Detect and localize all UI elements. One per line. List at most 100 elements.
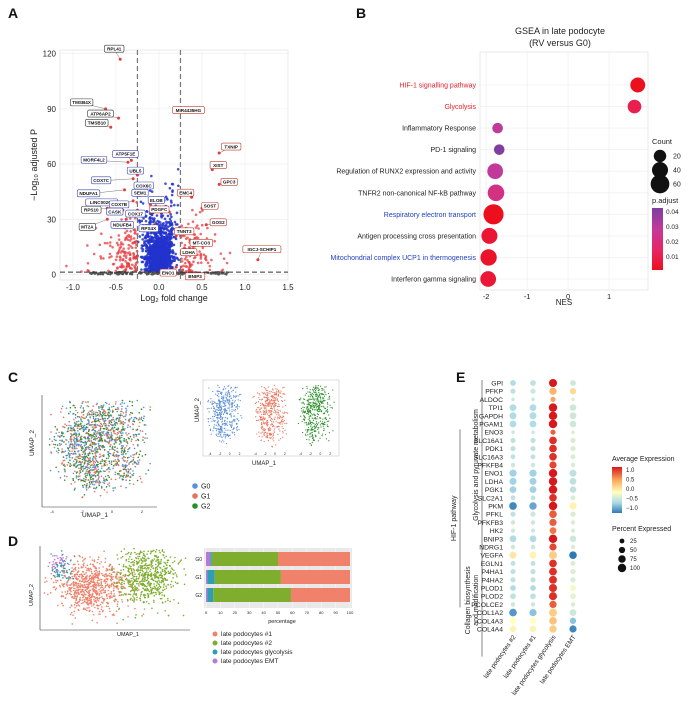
volcano-gene-label: CASK [108, 209, 122, 214]
umap-c-cell [69, 410, 72, 413]
volcano-point [155, 214, 159, 217]
volcano-point [168, 217, 172, 221]
umap-split-cell [282, 417, 284, 419]
volcano-x-tick-label: -0.5 [109, 283, 123, 292]
umap-split-cell [306, 424, 308, 426]
umap-split-cell [214, 427, 216, 430]
umap-c-cell [108, 419, 111, 422]
umap-c-cell [57, 470, 60, 473]
volcano-point [140, 260, 144, 264]
umap-c-x-axis-title: UMAP_1 [82, 512, 108, 519]
umap-c-cell [101, 458, 104, 461]
umap-split-cell [316, 424, 318, 426]
umap-split-tick-label: 0 [229, 452, 231, 456]
umap-split-cell [221, 426, 223, 428]
volcano-point-sig [132, 257, 135, 260]
umap-split-cell [270, 399, 272, 402]
umap-c-cell [64, 465, 66, 467]
umap-split-cell [269, 419, 271, 421]
umap-c-cell [80, 427, 82, 430]
umap-c-cell [55, 439, 57, 442]
volcano-point-sig [185, 255, 188, 259]
umap-c-cell [75, 453, 77, 455]
umap-split-cell [217, 390, 220, 392]
umap-split-cell [319, 408, 321, 411]
umap-split-cell [255, 416, 257, 418]
umap-c-cell [85, 431, 88, 434]
umap-c-cell [99, 481, 102, 484]
umap-d-cell [141, 569, 143, 572]
umap-c-cell [82, 486, 85, 489]
umap-c-cell [125, 470, 128, 473]
umap-split-cell [261, 402, 263, 405]
umap-split-cell [304, 394, 306, 396]
umap-c-cell [123, 456, 125, 458]
umap-split-cell [287, 412, 289, 414]
umap-split-cell [223, 405, 225, 407]
volcano-point [171, 189, 174, 192]
umap-split-cell [281, 421, 283, 423]
umap-c-cell [69, 427, 72, 429]
umap-split-cell [284, 411, 286, 413]
umap-c-cell [94, 472, 97, 475]
umap-c-cell [126, 434, 128, 436]
umap-c-cell [117, 406, 119, 409]
umap-split-cell [221, 429, 223, 431]
umap-c-cell [137, 461, 140, 464]
volcano-point-ns [113, 271, 117, 275]
volcano-point [167, 253, 171, 256]
volcano-point-sig [108, 252, 112, 256]
umap-split-cell [256, 392, 259, 394]
volcano-point [165, 262, 168, 266]
volcano-point [168, 246, 172, 250]
umap-d-cell [115, 576, 118, 578]
umap-split-cell [323, 398, 325, 400]
umap-split-cell [262, 416, 265, 418]
umap-c-cell [110, 432, 113, 434]
umap-c-cell [79, 436, 82, 439]
umap-split-cell [303, 411, 306, 413]
umap-split-cell [224, 400, 226, 402]
umap-c-cell [98, 409, 100, 412]
umap-split-cell [259, 394, 261, 396]
umap-split-cell [316, 398, 318, 400]
umap-split-cell [236, 427, 238, 429]
volcano-point [165, 256, 169, 260]
umap-split-cell [221, 411, 223, 413]
umap-split-cell [277, 389, 280, 392]
umap-c-cell [95, 479, 98, 482]
umap-c-cell [91, 445, 94, 448]
umap-c-cell [111, 445, 114, 448]
umap-c-cell [78, 433, 81, 436]
umap-split-cell [309, 389, 311, 391]
umap-c-cell [110, 463, 113, 466]
umap-c-cell [121, 434, 123, 437]
umap-split-cell [221, 421, 223, 423]
umap-c-cell [128, 479, 131, 482]
umap-split-cell [214, 413, 216, 416]
umap-c-cell [108, 482, 110, 485]
umap-split-cell [275, 388, 277, 390]
umap-split-cell [224, 420, 226, 422]
umap-c-cell [71, 429, 73, 432]
volcano-point [176, 257, 179, 260]
umap-split-cell [227, 435, 230, 438]
umap-split-cell [324, 421, 326, 423]
umap-split-cell [236, 395, 238, 397]
umap-split-cell [233, 418, 235, 420]
umap-c-cell [87, 454, 90, 457]
umap-split-cell [268, 403, 270, 405]
umap-c-cell [97, 466, 99, 468]
umap-c-cell [124, 447, 126, 449]
umap-d-cell [130, 577, 133, 580]
umap-split-cell [282, 406, 284, 408]
umap-split-cell [229, 420, 231, 423]
umap-split-cell [216, 405, 218, 407]
umap-d-cell [108, 584, 111, 586]
umap-c-cell [116, 473, 119, 475]
umap-split-cell [212, 405, 214, 407]
umap-split-cell [214, 412, 216, 414]
umap-split-cell [316, 413, 318, 415]
umap-split-cell [307, 403, 310, 406]
